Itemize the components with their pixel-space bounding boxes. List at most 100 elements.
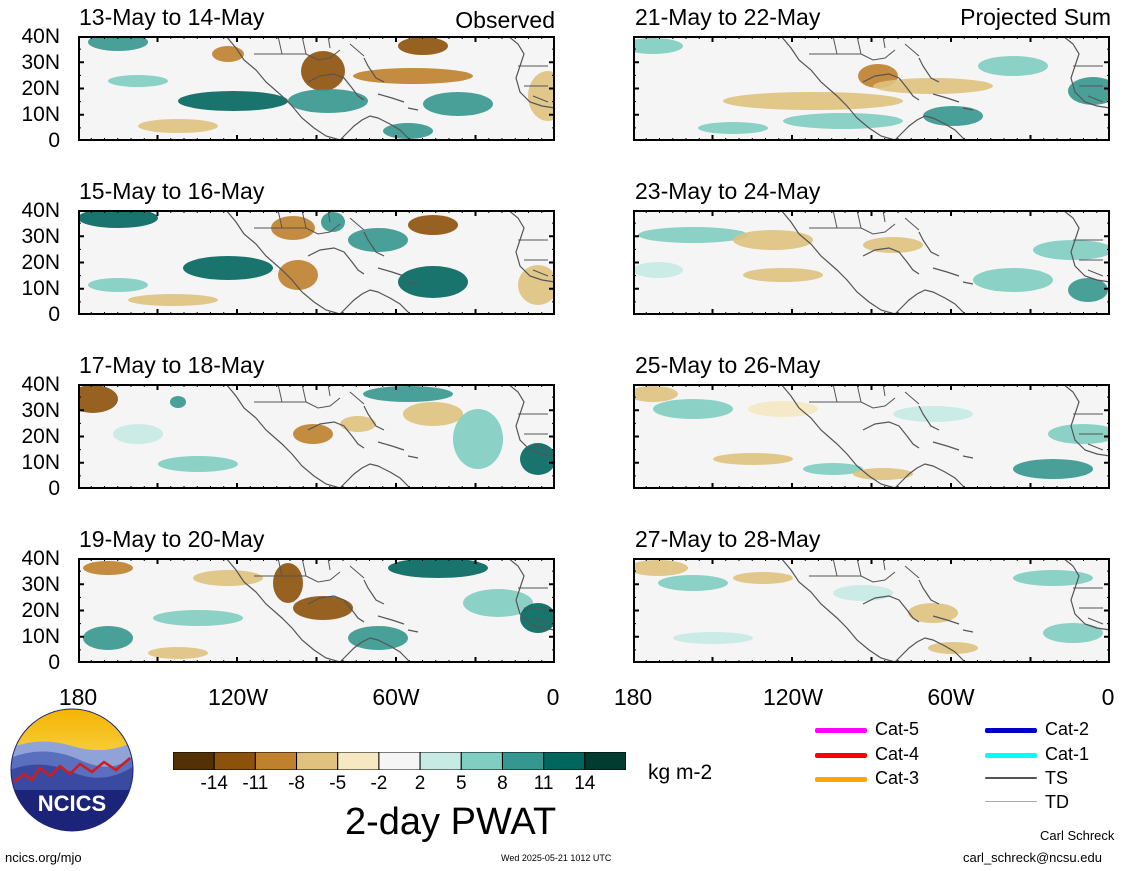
anomaly-region [748,401,818,417]
colorbar-swatch [337,751,380,771]
footer-email[interactable]: carl_schreck@ncsu.edu [963,850,1102,865]
coastline [225,210,555,315]
anomaly-region [1043,623,1103,643]
map-panel [78,558,555,663]
anomaly-region [178,91,288,111]
anomaly-region [383,123,433,139]
anomaly-region [388,558,488,578]
lat-label: 30N [21,399,60,422]
colorbar-tick-label: 11 [533,773,554,794]
anomaly-region [170,396,186,408]
anomaly-region [698,122,768,134]
anomaly-region [398,37,448,55]
anomaly-region [833,585,893,601]
colorbar-swatch [501,751,545,771]
anomaly-region [88,36,148,51]
lon-label: 0 [1101,684,1115,710]
lat-label: 20N [21,77,60,100]
anomaly-region [463,589,533,617]
anomaly-region [293,596,353,620]
legend-line [815,753,867,758]
anomaly-region [183,256,273,280]
anomaly-region [658,575,728,591]
legend-line [815,728,867,733]
anomaly-region [1013,459,1093,479]
anomaly-region [113,424,163,444]
anomaly-region [783,113,903,129]
anomaly-region [923,106,983,126]
colorbar-tick-label: -5 [329,773,347,794]
lat-label: 30N [21,51,60,74]
anomaly-region [153,610,243,626]
map-panel [633,210,1110,315]
chart-title: 2-day PWAT [345,801,557,843]
anomaly-region [321,212,345,232]
anomaly-region [1068,77,1110,105]
anomaly-region [301,51,345,91]
lat-label: 10N [21,277,60,300]
lat-label: 40N [21,199,60,222]
lat-label: 30N [21,225,60,248]
panel-title: 23-May to 24-May [635,178,821,204]
anomaly-region [723,92,903,110]
borders [809,36,1104,103]
anomaly-region [633,560,688,576]
borders [254,558,549,625]
anomaly-region [148,647,208,659]
borders [809,384,1104,451]
coastline [225,384,555,489]
borders [254,36,549,103]
coastline [780,210,1110,315]
anomaly-region [83,561,133,575]
panel-title: 21-May to 22-May [635,4,821,30]
footer-author: Carl Schreck [1040,828,1115,843]
legend-label: TD [1045,792,1069,812]
panel-tag-observed: Observed [455,7,555,33]
anomaly-region [423,92,493,116]
lat-label: 40N [21,547,60,570]
lat-label: 0 [48,303,60,326]
lat-label: 40N [21,373,60,396]
anomaly-region [83,626,133,650]
legend-label: Cat-4 [875,744,920,764]
anomaly-region [1013,570,1093,586]
anomaly-region [733,230,813,250]
anomaly-region [403,402,463,426]
legend-line [985,753,1037,758]
anomaly-region [363,386,453,402]
map-panel [633,36,1110,141]
colorbar [172,751,627,771]
anomaly-region [633,386,678,402]
colorbar-tick-label: 5 [455,773,467,794]
colorbar-swatch [584,751,627,771]
anomaly-region [348,626,408,650]
colorbar-swatch [419,751,462,771]
anomaly-region [1068,278,1108,302]
anomaly-region [408,215,458,235]
lon-label: 180 [613,684,653,710]
colorbar-tick-label: 14 [574,773,596,794]
anomaly-region [520,603,555,633]
colorbar-swatch [254,751,298,771]
legend-label: Cat-3 [875,768,920,788]
colorbar-tick-label: 2 [414,773,426,794]
anomaly-region [873,78,993,94]
anomaly-region [863,237,923,253]
map-panel [78,36,555,141]
anomaly-region [733,572,793,584]
legend-label: Cat-5 [875,719,920,739]
anomaly-region [978,56,1048,76]
panel-title: 13-May to 14-May [79,4,265,30]
anomaly-region [78,210,158,228]
map-panel [633,384,1110,489]
coastline [780,36,1110,141]
anomaly-region [853,468,913,480]
footer-url[interactable]: ncics.org/mjo [5,850,82,865]
borders [809,558,1104,625]
anomaly-region [453,409,503,469]
coastline [780,558,1110,663]
lon-label: 180 [58,684,98,710]
legend-line [815,777,867,782]
legend-label: TS [1045,768,1069,788]
anomaly-region [138,119,218,133]
